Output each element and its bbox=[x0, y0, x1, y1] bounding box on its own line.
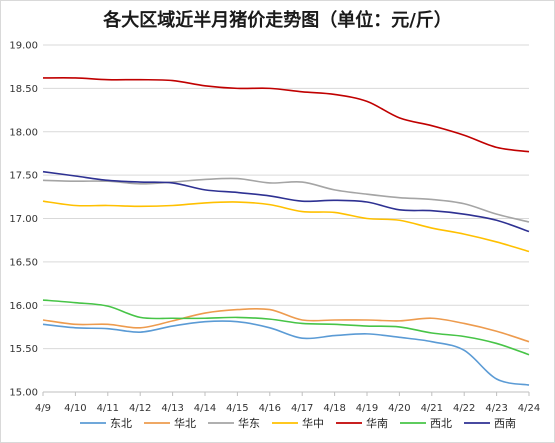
x-tick-label: 4/16 bbox=[259, 403, 281, 414]
x-tick-label: 4/18 bbox=[323, 403, 345, 414]
x-tick-label: 4/13 bbox=[161, 403, 183, 414]
series-line-5 bbox=[42, 77, 530, 153]
x-tick-label: 4/17 bbox=[291, 403, 313, 414]
y-tick-label: 15.00 bbox=[9, 388, 38, 399]
legend-label: 华南 bbox=[366, 416, 388, 430]
series-line-2 bbox=[42, 307, 530, 343]
y-tick-label: 16.00 bbox=[9, 301, 38, 312]
y-tick-label: 17.00 bbox=[9, 214, 38, 225]
series-line-1 bbox=[42, 320, 530, 386]
x-tick-label: 4/9 bbox=[35, 403, 51, 414]
x-tick-label: 4/20 bbox=[388, 403, 410, 414]
x-tick-label: 4/12 bbox=[129, 403, 151, 414]
y-tick-label: 19.00 bbox=[9, 41, 38, 52]
x-tick-label: 4/22 bbox=[453, 403, 475, 414]
legend-label: 东北 bbox=[110, 417, 132, 430]
y-tick-label: 18.00 bbox=[9, 127, 38, 138]
legend-label: 华中 bbox=[302, 416, 324, 430]
legend-label: 华东 bbox=[238, 416, 260, 430]
series-line-6 bbox=[42, 299, 530, 356]
y-tick-label: 18.50 bbox=[9, 84, 38, 95]
x-tick-label: 4/14 bbox=[194, 403, 216, 414]
x-tick-label: 4/10 bbox=[64, 403, 86, 414]
series-line-3 bbox=[42, 177, 530, 223]
y-tick-label: 17.50 bbox=[9, 171, 38, 182]
x-tick-label: 4/24 bbox=[518, 403, 540, 414]
chart-title: 各大区域近半月猪价走势图（单位：元/斤） bbox=[103, 10, 452, 31]
x-tick-label: 4/19 bbox=[356, 403, 378, 414]
y-tick-label: 15.50 bbox=[9, 344, 38, 355]
series-line-4 bbox=[42, 200, 530, 253]
x-tick-label: 4/11 bbox=[97, 403, 119, 414]
series-line-7 bbox=[42, 170, 530, 233]
x-tick-label: 4/15 bbox=[226, 403, 248, 414]
x-tick-label: 4/21 bbox=[421, 403, 443, 414]
legend-label: 西北 bbox=[430, 417, 452, 430]
y-tick-label: 16.50 bbox=[9, 257, 38, 268]
legend-label: 西南 bbox=[494, 417, 516, 430]
legend-label: 华北 bbox=[174, 416, 196, 430]
x-tick-label: 4/23 bbox=[485, 403, 507, 414]
